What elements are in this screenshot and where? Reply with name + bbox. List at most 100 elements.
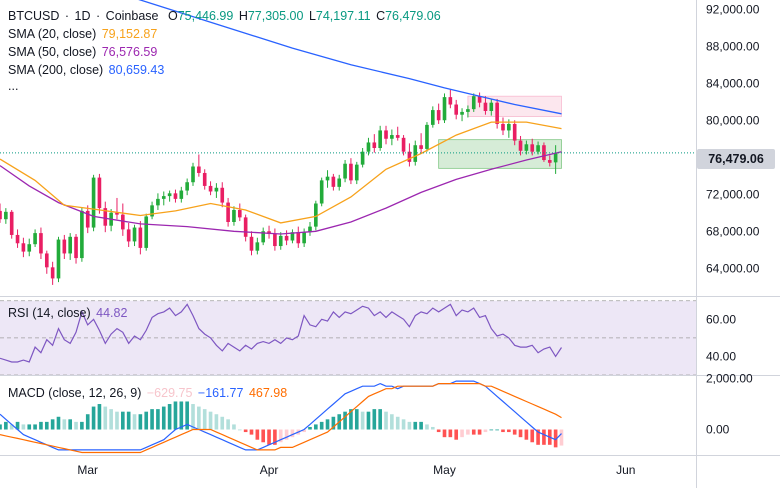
macd-histogram-bar	[512, 429, 517, 435]
candle	[232, 206, 236, 226]
macd-legend[interactable]: MACD (close, 12, 26, 9) −629.75 −161.77 …	[8, 385, 289, 401]
candle	[489, 98, 494, 116]
candle-body	[343, 163, 347, 179]
candle	[290, 229, 295, 244]
candle	[501, 117, 505, 136]
candle-body	[267, 231, 271, 235]
rsi-value: 44.82	[96, 306, 128, 320]
candle-body	[91, 177, 96, 228]
candle-body	[191, 166, 195, 183]
time-tick-label: Apr	[260, 463, 279, 477]
candle	[302, 228, 306, 247]
macd-histogram-bar	[161, 406, 166, 430]
candle	[425, 122, 429, 152]
candle-body	[237, 209, 242, 218]
candle	[74, 234, 78, 264]
sma20-legend[interactable]: SMA (20, close) 79,152.87	[8, 26, 159, 42]
sma50-value: 76,576.59	[101, 45, 158, 59]
price-tick-label: 64,000.00	[706, 261, 760, 275]
macd-histogram-bar	[308, 426, 312, 430]
candle	[454, 99, 459, 120]
candle-body	[27, 244, 32, 252]
candle	[483, 96, 488, 115]
candle-body	[56, 239, 61, 279]
rsi-tick-label: 40.00	[706, 349, 736, 363]
candle	[0, 203, 2, 223]
candle-body	[366, 142, 371, 152]
more-indicators-button[interactable]: ...	[8, 79, 19, 93]
macd-histogram-bar	[384, 411, 388, 430]
candle-body	[308, 226, 312, 233]
macd-histogram-bar	[354, 409, 359, 430]
macd-histogram-bar	[343, 411, 347, 430]
macd-histogram-bar	[85, 414, 90, 430]
candle	[50, 261, 55, 285]
sma200-legend[interactable]: SMA (200, close) 80,659.43	[8, 62, 166, 78]
sma50-legend[interactable]: SMA (50, close) 76,576.59	[8, 44, 159, 60]
macd-histogram-bar	[56, 416, 61, 430]
candle-body	[85, 210, 90, 228]
candle	[126, 222, 131, 247]
candle-body	[214, 187, 219, 192]
candle	[255, 237, 260, 255]
candle	[132, 224, 137, 247]
open-value: 75,446.99	[177, 9, 234, 23]
candle-body	[401, 137, 406, 152]
candle	[542, 142, 546, 162]
candle	[80, 207, 84, 262]
candle	[530, 138, 535, 156]
sma200-label: SMA (200, close)	[8, 63, 104, 77]
candle-body	[261, 231, 266, 243]
candle-body	[0, 210, 2, 220]
price-pane[interactable]	[0, 0, 696, 285]
candle	[372, 134, 377, 153]
candle-body	[21, 243, 26, 252]
macd-histogram-bar	[237, 429, 242, 431]
candle-body	[80, 210, 84, 259]
candle	[448, 89, 453, 109]
resistance-zone	[467, 95, 562, 117]
candle	[27, 238, 32, 257]
candle	[296, 226, 301, 248]
macd-histogram-bar	[39, 421, 43, 430]
macd-histogram-bar	[132, 414, 137, 430]
candle	[390, 129, 394, 146]
macd-tick-label: 0.00	[706, 423, 730, 437]
candle-body	[74, 236, 78, 259]
macd-value: −161.77	[197, 386, 244, 400]
candle-body	[384, 130, 388, 139]
macd-histogram-bar	[278, 429, 283, 443]
candle-body	[115, 212, 119, 215]
candle	[331, 173, 336, 191]
candle	[191, 162, 195, 186]
candle	[214, 183, 219, 198]
macd-histogram-bar	[466, 429, 470, 435]
price-tick-label: 80,000.00	[706, 113, 760, 127]
candle-body	[419, 145, 423, 149]
candle	[179, 186, 184, 203]
candle	[167, 190, 172, 202]
interval-label[interactable]: 1D	[74, 9, 91, 23]
candle-body	[197, 166, 201, 173]
candle-body	[121, 214, 125, 230]
macd-histogram-bar	[202, 409, 207, 430]
candle-body	[483, 102, 488, 111]
candle-body	[185, 182, 189, 191]
macd-histogram-bar	[319, 421, 324, 430]
candle	[495, 98, 499, 129]
macd-histogram-bar	[442, 429, 447, 438]
macd-histogram-bar	[74, 421, 78, 430]
candle-body	[9, 211, 14, 235]
rsi-legend[interactable]: RSI (14, close) 44.82	[8, 305, 129, 321]
candle	[138, 221, 143, 255]
candle-body	[179, 190, 184, 199]
macd-pane[interactable]	[0, 380, 564, 454]
rsi-pane[interactable]	[0, 300, 696, 376]
candle	[442, 93, 447, 124]
candle-body	[39, 233, 43, 254]
macd-histogram-bar	[553, 429, 558, 448]
candle-body	[518, 140, 523, 151]
symbol-label[interactable]: BTCUSD	[8, 9, 60, 23]
candle-body	[126, 229, 131, 242]
